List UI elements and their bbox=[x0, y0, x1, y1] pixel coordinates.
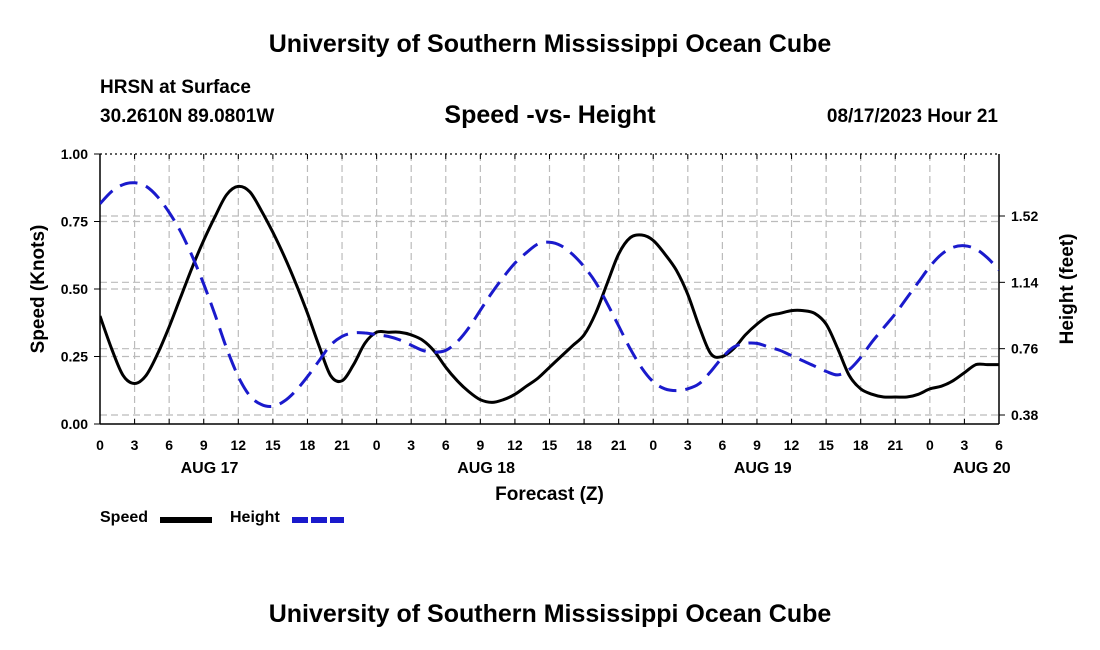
series-line-speed bbox=[100, 184, 999, 404]
x-tick-label: 0 bbox=[649, 437, 657, 453]
x-tick-label: 6 bbox=[718, 437, 726, 453]
x-tick-label: 12 bbox=[784, 437, 800, 453]
main-title: University of Southern Mississippi Ocean… bbox=[268, 30, 832, 58]
x-tick-label: 18 bbox=[576, 437, 592, 453]
day-label: AUG 20 bbox=[953, 460, 1011, 477]
x-axis-label: Forecast (Z) bbox=[495, 484, 604, 505]
x-tick-label: 0 bbox=[373, 437, 381, 453]
x-tick-label: 15 bbox=[818, 437, 834, 453]
x-tick-label: 3 bbox=[684, 437, 692, 453]
x-tick-label: 3 bbox=[131, 437, 139, 453]
y2-tick-label: 0.76 bbox=[1011, 341, 1038, 357]
x-tick-label: 6 bbox=[995, 437, 1003, 453]
y-axis-label: Speed (Knots) bbox=[28, 225, 49, 354]
x-tick-label: 0 bbox=[96, 437, 104, 453]
day-label: AUG 19 bbox=[734, 460, 792, 477]
x-tick-label: 21 bbox=[334, 437, 350, 453]
legend-speed-label: Speed bbox=[100, 509, 149, 526]
x-tick-label: 12 bbox=[507, 437, 523, 453]
y-tick-label: 0.75 bbox=[61, 214, 88, 230]
x-tick-label: 3 bbox=[961, 437, 969, 453]
day-label: AUG 18 bbox=[457, 460, 515, 477]
footer-title: University of Southern Mississippi Ocean… bbox=[268, 600, 832, 628]
x-tick-label: 15 bbox=[265, 437, 281, 453]
x-tick-label: 12 bbox=[231, 437, 247, 453]
y-tick-label: 0.50 bbox=[61, 281, 88, 297]
y2-tick-label: 1.14 bbox=[1011, 274, 1038, 290]
y-tick-label: 0.00 bbox=[61, 416, 88, 432]
x-tick-label: 3 bbox=[407, 437, 415, 453]
y-tick-label: 0.25 bbox=[61, 349, 88, 365]
y-tick-label: 1.00 bbox=[61, 146, 88, 162]
x-tick-label: 0 bbox=[926, 437, 934, 453]
series-line-height bbox=[100, 181, 999, 409]
x-tick-label: 9 bbox=[200, 437, 208, 453]
chart-subtitle: Speed -vs- Height bbox=[444, 101, 656, 129]
x-tick-label: 18 bbox=[853, 437, 869, 453]
x-tick-label: 21 bbox=[611, 437, 627, 453]
day-label: AUG 17 bbox=[181, 460, 239, 477]
legend-height-label: Height bbox=[230, 509, 280, 526]
x-tick-label: 21 bbox=[887, 437, 903, 453]
x-tick-label: 6 bbox=[442, 437, 450, 453]
x-tick-label: 9 bbox=[476, 437, 484, 453]
y2-tick-label: 0.38 bbox=[1011, 407, 1038, 423]
station-coordinates: 30.2610N 89.0801W bbox=[100, 106, 275, 127]
x-tick-label: 6 bbox=[165, 437, 173, 453]
y2-tick-label: 1.52 bbox=[1011, 208, 1038, 224]
forecast-datetime: 08/17/2023 Hour 21 bbox=[826, 106, 998, 127]
y2-axis-label: Height (feet) bbox=[1057, 234, 1078, 345]
x-tick-label: 9 bbox=[753, 437, 761, 453]
x-tick-label: 15 bbox=[542, 437, 558, 453]
station-label: HRSN at Surface bbox=[100, 77, 251, 98]
x-tick-label: 18 bbox=[300, 437, 316, 453]
